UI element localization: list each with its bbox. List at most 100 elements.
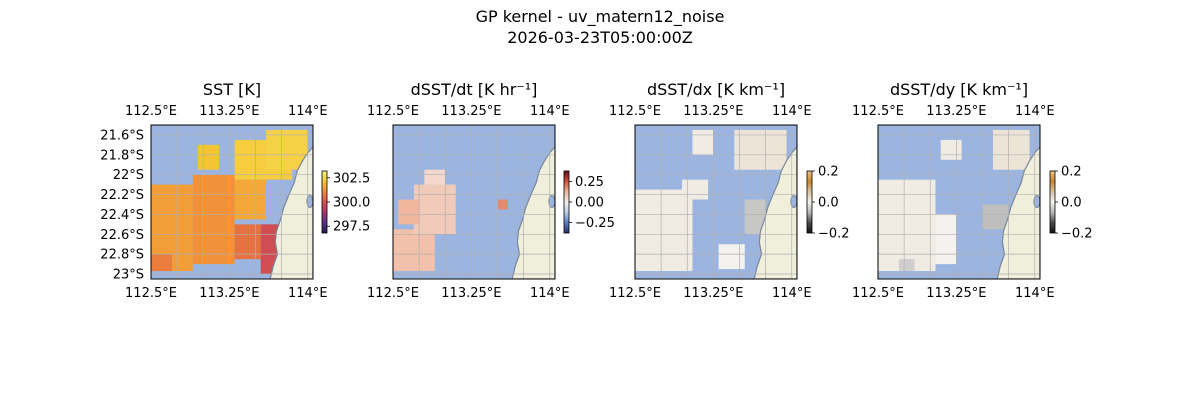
colorbar-tick-label: 0.00 (575, 196, 604, 211)
x-tick-label-top: 112.5°E (609, 104, 661, 119)
data-cell (413, 184, 456, 235)
data-cell (192, 174, 235, 265)
x-tick-label-bottom: 112.5°E (367, 286, 419, 301)
panel-title: SST [K] (203, 80, 261, 99)
x-tick-label-top: 113.25°E (199, 104, 259, 119)
map-area (878, 125, 1040, 279)
y-tick-label: 21.6°S (100, 128, 144, 143)
colorbar-tick-label: −0.25 (575, 216, 615, 231)
x-tick-label-top: 113.25°E (441, 104, 501, 119)
panel-2: dSST/dt [K hr⁻¹] 112.5°E 112.5°E 113.25°E 11… (367, 80, 615, 301)
gridlines (151, 125, 313, 279)
land-mass (753, 145, 797, 279)
x-tick-label-top: 114°E (530, 104, 570, 119)
x-tick-label-bottom: 113.25°E (926, 286, 986, 301)
axes-frame (877, 124, 1041, 280)
panel-4: dSST/dy [K km⁻¹] 112.5°E 112.5°E 113.25°E 11… (852, 80, 1093, 301)
panel-title: dSST/dy [K km⁻¹] (890, 80, 1028, 99)
x-tick-label-top: 114°E (772, 104, 812, 119)
panel-1: SST [K] 112.5°E 112.5°E 113.25°E 113.25°E 114… (100, 80, 370, 301)
gridlines (393, 125, 555, 279)
x-tick-label-bottom: 114°E (288, 286, 328, 301)
data-cell (497, 199, 508, 210)
x-tick-label-top: 112.5°E (367, 104, 419, 119)
colorbar-tick-label: −0.2 (1061, 227, 1093, 242)
panel-3: dSST/dx [K km⁻¹] 112.5°E 112.5°E 113.25°E 11… (609, 80, 850, 301)
data-cell (682, 179, 709, 200)
x-tick-label-top: 112.5°E (125, 104, 177, 119)
colorbar-tick-label: 300.0 (333, 196, 370, 211)
colorbar-tick-label: −0.2 (818, 227, 850, 242)
x-tick-label-bottom: 114°E (1015, 286, 1055, 301)
colorbar: 0.25 0.00 −0.25 (563, 170, 615, 234)
colorbar-tick-label: 0.0 (818, 196, 839, 211)
y-tick-label: 23°S (113, 268, 144, 283)
data-cell (635, 189, 693, 272)
data-cell (424, 169, 446, 185)
y-tick-label: 22.8°S (100, 248, 144, 263)
colorbar: 302.5 300.0 297.5 (321, 170, 370, 235)
data-cell (234, 179, 266, 220)
x-tick-label-bottom: 114°E (772, 286, 812, 301)
axes-frame (150, 124, 314, 280)
map-area (151, 125, 313, 279)
land-mass (996, 145, 1040, 279)
data-cell (935, 214, 957, 265)
colorbar-tick-label: 302.5 (333, 171, 370, 186)
x-tick-label-top: 113.25°E (926, 104, 986, 119)
colorbar: 0.2 0.0 −0.2 (1049, 165, 1093, 242)
colorbar-tick-label: 0.25 (575, 175, 604, 190)
colorbar-bar (806, 170, 813, 234)
data-cell (878, 179, 936, 272)
axes-frame (634, 124, 798, 280)
colorbar-bar (1049, 170, 1056, 234)
data-cell (992, 129, 1030, 170)
figure-title-line2: 2026-03-23T05:00:00Z (507, 28, 693, 47)
x-tick-label-bottom: 113.25°E (441, 286, 501, 301)
x-tick-label-bottom: 112.5°E (852, 286, 904, 301)
colorbar-tick-label: 0.0 (1061, 196, 1082, 211)
x-tick-label-bottom: 112.5°E (609, 286, 661, 301)
data-cell (398, 199, 420, 225)
data-cell (734, 129, 787, 170)
x-tick-label-top: 113.25°E (683, 104, 743, 119)
x-tick-label-top: 114°E (1015, 104, 1055, 119)
data-cell (718, 244, 745, 270)
land-mass (269, 145, 313, 279)
land-mass (511, 145, 555, 279)
panel-title: dSST/dx [K km⁻¹] (647, 80, 785, 99)
x-tick-label-bottom: 114°E (530, 286, 570, 301)
y-tick-label: 22.6°S (100, 228, 144, 243)
y-tick-label: 22.2°S (100, 188, 144, 203)
colorbar-tick-label: 0.2 (1061, 165, 1082, 180)
axes-frame (392, 124, 556, 280)
gridlines (878, 125, 1040, 279)
figure-title-line1: GP kernel - uv_matern12_noise (475, 7, 725, 26)
data-cell (234, 224, 261, 260)
x-tick-label-bottom: 112.5°E (125, 286, 177, 301)
data-cell (393, 229, 435, 272)
panel-title: dSST/dt [K hr⁻¹] (411, 80, 538, 99)
data-cell (982, 204, 1009, 230)
y-tick-label: 22.4°S (100, 208, 144, 223)
colorbar: 0.2 0.0 −0.2 (806, 165, 850, 242)
x-tick-label-bottom: 113.25°E (683, 286, 743, 301)
data-cell (198, 144, 219, 170)
x-tick-label-top: 114°E (288, 104, 328, 119)
gridlines (635, 125, 797, 279)
data-cell (151, 254, 172, 272)
y-tick-label: 22°S (113, 168, 144, 183)
data-cell (744, 199, 766, 235)
map-area (393, 125, 555, 279)
x-tick-label-top: 112.5°E (852, 104, 904, 119)
colorbar-bar (563, 170, 570, 234)
colorbar-bar (321, 170, 328, 234)
x-tick-label-bottom: 113.25°E (199, 286, 259, 301)
colorbar-tick-label: 297.5 (333, 220, 370, 235)
data-cell (692, 129, 714, 155)
map-area (635, 125, 797, 279)
data-cell (940, 139, 962, 160)
colorbar-tick-label: 0.2 (818, 165, 839, 180)
y-tick-label: 21.8°S (100, 148, 144, 163)
